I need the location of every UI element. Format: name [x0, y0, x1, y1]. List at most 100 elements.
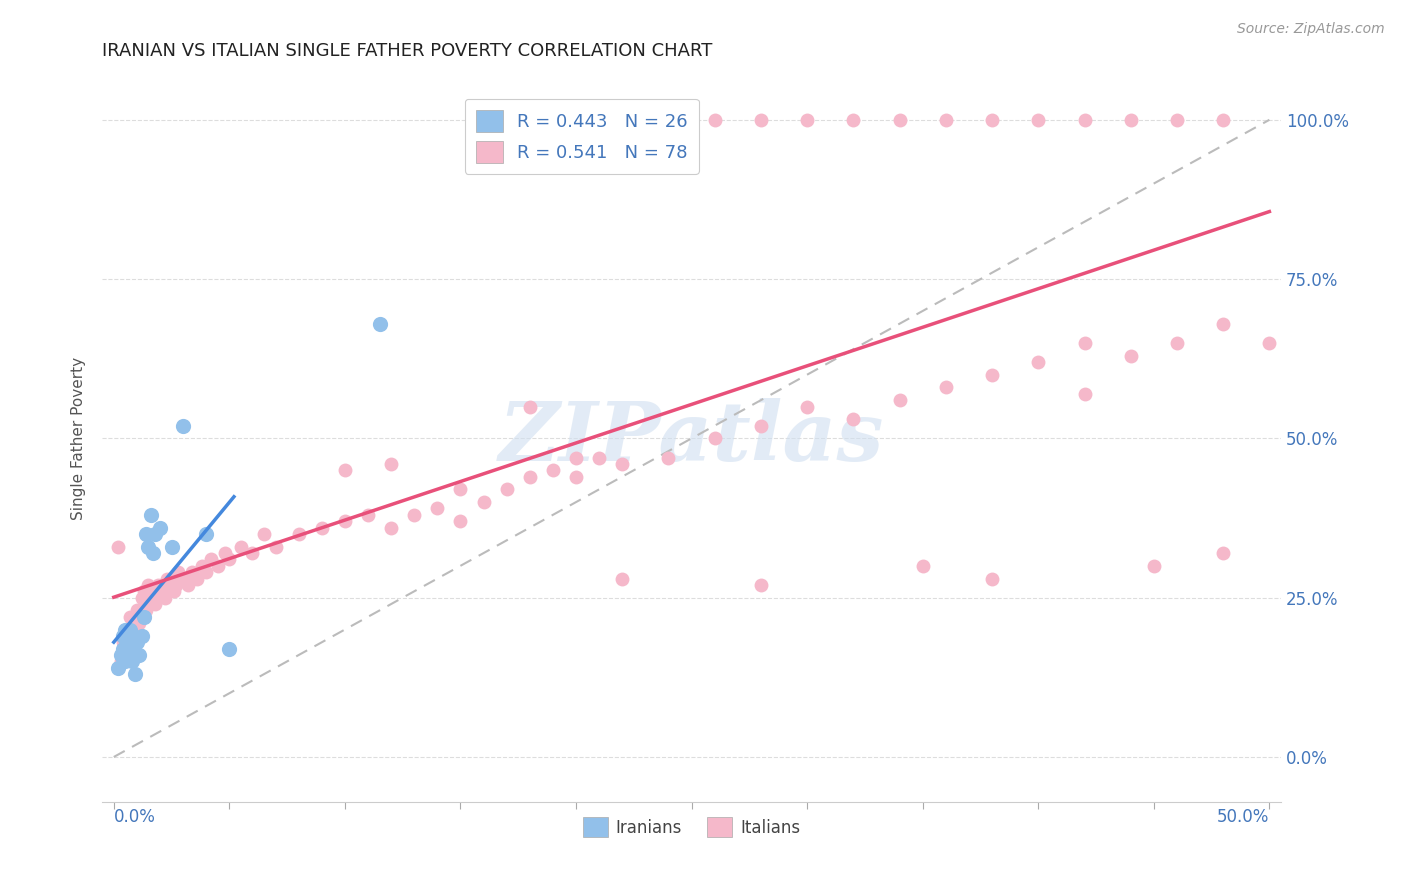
Point — [149, 520, 172, 534]
Point — [124, 629, 146, 643]
Point — [981, 368, 1004, 382]
Point — [242, 546, 264, 560]
Point — [333, 463, 356, 477]
Point — [214, 546, 236, 560]
Point — [138, 540, 160, 554]
Point — [131, 591, 153, 605]
Point — [138, 597, 160, 611]
Point — [380, 520, 402, 534]
Point — [149, 584, 172, 599]
Point — [1073, 112, 1095, 127]
Point — [125, 623, 148, 637]
Point — [519, 469, 541, 483]
Point — [1212, 112, 1234, 127]
Point — [449, 514, 471, 528]
Point — [121, 623, 143, 637]
Point — [1026, 355, 1049, 369]
Point — [153, 591, 176, 605]
Point — [1143, 558, 1166, 573]
Point — [749, 418, 772, 433]
Point — [118, 641, 141, 656]
Point — [612, 112, 634, 127]
Point — [186, 572, 208, 586]
Point — [167, 565, 190, 579]
Point — [160, 540, 183, 554]
Point — [218, 552, 240, 566]
Point — [657, 450, 679, 465]
Point — [368, 317, 391, 331]
Point — [150, 578, 173, 592]
Point — [125, 635, 148, 649]
Point — [114, 654, 136, 668]
Point — [1026, 112, 1049, 127]
Point — [981, 572, 1004, 586]
Point — [889, 112, 911, 127]
Point — [128, 616, 150, 631]
Point — [139, 591, 162, 605]
Point — [612, 572, 634, 586]
Point — [190, 558, 212, 573]
Point — [111, 641, 134, 656]
Point — [117, 648, 139, 662]
Point — [118, 623, 141, 637]
Point — [146, 578, 169, 592]
Point — [703, 112, 725, 127]
Point — [495, 483, 517, 497]
Point — [117, 629, 139, 643]
Point — [121, 654, 143, 668]
Point — [132, 609, 155, 624]
Point — [519, 400, 541, 414]
Point — [449, 483, 471, 497]
Point — [195, 565, 218, 579]
Point — [111, 635, 134, 649]
Point — [749, 112, 772, 127]
Point — [1166, 112, 1188, 127]
Point — [426, 501, 449, 516]
Point — [1166, 335, 1188, 350]
Point — [114, 623, 136, 637]
Text: IRANIAN VS ITALIAN SINGLE FATHER POVERTY CORRELATION CHART: IRANIAN VS ITALIAN SINGLE FATHER POVERTY… — [103, 42, 713, 60]
Point — [380, 457, 402, 471]
Point — [142, 546, 165, 560]
Text: 0.0%: 0.0% — [114, 808, 156, 826]
Point — [142, 584, 165, 599]
Point — [796, 112, 818, 127]
Point — [749, 578, 772, 592]
Point — [124, 609, 146, 624]
Point — [981, 112, 1004, 127]
Point — [132, 584, 155, 599]
Point — [911, 558, 934, 573]
Point — [195, 527, 218, 541]
Point — [472, 495, 495, 509]
Point — [1119, 112, 1142, 127]
Point — [157, 578, 180, 592]
Point — [565, 112, 588, 127]
Point — [1073, 335, 1095, 350]
Point — [163, 584, 186, 599]
Point — [311, 520, 333, 534]
Point — [110, 648, 132, 662]
Point — [842, 412, 865, 426]
Point — [156, 572, 179, 586]
Point — [139, 508, 162, 522]
Point — [135, 603, 157, 617]
Point — [253, 527, 276, 541]
Point — [131, 609, 153, 624]
Point — [541, 463, 564, 477]
Point — [796, 400, 818, 414]
Point — [842, 112, 865, 127]
Point — [160, 572, 183, 586]
Point — [107, 540, 129, 554]
Text: ZIPatlas: ZIPatlas — [499, 399, 884, 478]
Legend: Iranians, Italians: Iranians, Italians — [576, 811, 807, 844]
Point — [264, 540, 287, 554]
Point — [703, 431, 725, 445]
Y-axis label: Single Father Poverty: Single Father Poverty — [72, 357, 86, 520]
Point — [138, 578, 160, 592]
Point — [118, 609, 141, 624]
Text: 50.0%: 50.0% — [1218, 808, 1270, 826]
Point — [1212, 546, 1234, 560]
Point — [1119, 349, 1142, 363]
Point — [107, 661, 129, 675]
Point — [657, 112, 679, 127]
